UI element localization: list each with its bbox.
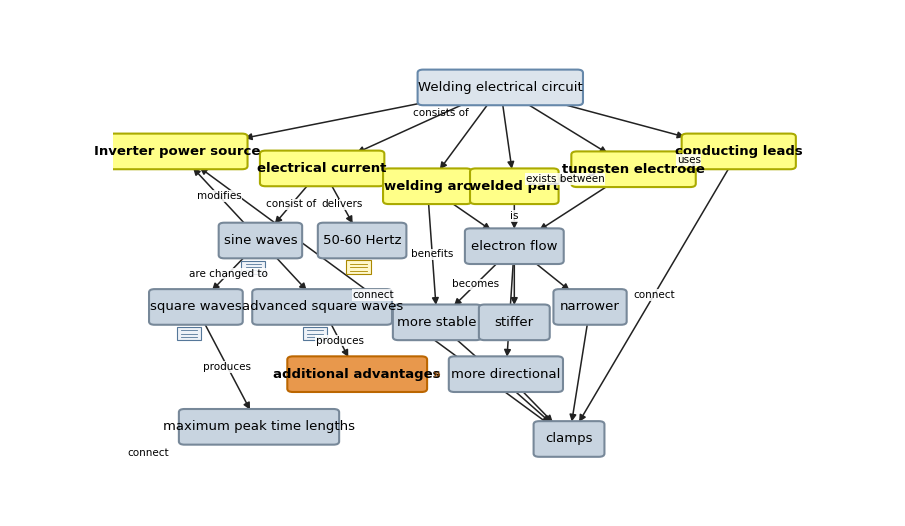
Text: Inverter power source: Inverter power source <box>94 145 261 158</box>
FancyBboxPatch shape <box>465 228 564 264</box>
Text: more directional: more directional <box>452 368 560 381</box>
Text: produces: produces <box>204 362 252 372</box>
Text: more stable: more stable <box>397 316 477 329</box>
Text: produces: produces <box>316 336 364 346</box>
Text: electrical current: electrical current <box>257 162 386 175</box>
Text: advanced square waves: advanced square waves <box>242 300 403 313</box>
FancyBboxPatch shape <box>554 289 626 325</box>
Text: delivers: delivers <box>321 199 363 209</box>
Text: welding arc: welding arc <box>384 180 471 193</box>
Text: becomes: becomes <box>452 279 500 289</box>
Text: are changed to: are changed to <box>189 269 268 279</box>
FancyBboxPatch shape <box>346 260 371 274</box>
FancyBboxPatch shape <box>242 261 265 274</box>
Text: square waves: square waves <box>150 300 242 313</box>
Text: connect: connect <box>127 448 168 458</box>
FancyBboxPatch shape <box>179 409 339 444</box>
Text: connect: connect <box>353 290 395 300</box>
Text: connect: connect <box>634 290 675 300</box>
FancyBboxPatch shape <box>534 421 605 457</box>
Text: clamps: clamps <box>546 432 593 446</box>
Text: stiffer: stiffer <box>495 316 534 329</box>
FancyBboxPatch shape <box>417 69 583 105</box>
FancyBboxPatch shape <box>393 305 481 340</box>
Text: consists of: consists of <box>414 108 470 118</box>
FancyBboxPatch shape <box>219 222 302 258</box>
FancyBboxPatch shape <box>303 327 327 340</box>
Text: additional advantages: additional advantages <box>273 368 441 381</box>
FancyBboxPatch shape <box>260 150 385 186</box>
Text: narrower: narrower <box>560 300 620 313</box>
Text: welded part: welded part <box>470 180 559 193</box>
Text: is: is <box>510 211 519 221</box>
FancyBboxPatch shape <box>108 134 248 169</box>
Text: conducting leads: conducting leads <box>675 145 803 158</box>
FancyBboxPatch shape <box>287 356 427 392</box>
Text: exists between: exists between <box>526 174 605 184</box>
Text: 50-60 Hertz: 50-60 Hertz <box>323 234 401 247</box>
Text: benefits: benefits <box>411 249 453 259</box>
FancyBboxPatch shape <box>681 134 795 169</box>
FancyBboxPatch shape <box>252 289 392 325</box>
FancyBboxPatch shape <box>571 151 696 187</box>
Text: uses: uses <box>677 155 700 165</box>
FancyBboxPatch shape <box>479 305 549 340</box>
Text: sine waves: sine waves <box>224 234 297 247</box>
Text: tungsten electrode: tungsten electrode <box>562 163 705 176</box>
FancyBboxPatch shape <box>383 168 472 204</box>
FancyBboxPatch shape <box>318 222 406 258</box>
Text: »: » <box>433 368 441 381</box>
Text: maximum peak time lengths: maximum peak time lengths <box>163 420 355 433</box>
Text: Welding electrical circuit: Welding electrical circuit <box>418 81 583 94</box>
FancyBboxPatch shape <box>449 356 563 392</box>
FancyBboxPatch shape <box>149 289 243 325</box>
Text: electron flow: electron flow <box>472 240 557 252</box>
Text: modifies: modifies <box>196 191 242 201</box>
Text: consist of: consist of <box>266 199 317 209</box>
FancyBboxPatch shape <box>470 168 558 204</box>
FancyBboxPatch shape <box>177 327 201 340</box>
